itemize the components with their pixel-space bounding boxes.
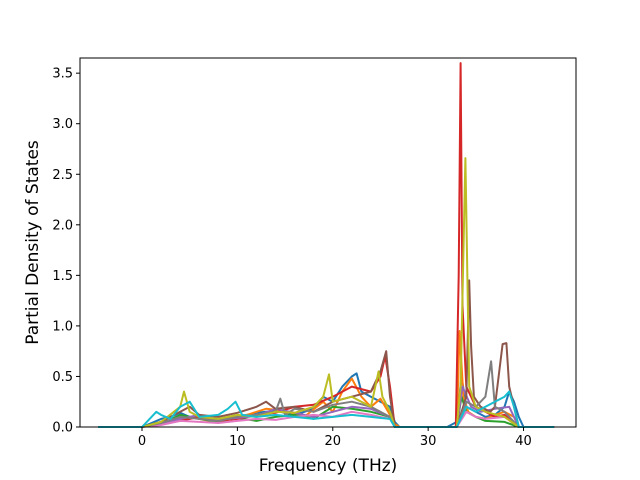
x-tick-label: 40 (515, 434, 532, 449)
y-tick-label: 1.0 (52, 319, 73, 334)
series-line-9 (98, 157, 555, 428)
y-tick-label: 3.5 (52, 67, 73, 82)
y-tick-label: 2.5 (52, 168, 73, 183)
y-tick-label: 0.5 (52, 370, 73, 385)
y-tick-label: 3.0 (52, 117, 73, 132)
x-axis: 0 10 20 30 40 (138, 427, 532, 449)
x-tick-label: 30 (420, 434, 437, 449)
y-tick-label: 2.0 (52, 218, 73, 233)
y-axis: 0.0 0.5 1.0 1.5 2.0 2.5 3.0 3.5 (52, 67, 80, 436)
x-tick-label: 10 (229, 434, 246, 449)
y-tick-label: 0.0 (52, 421, 73, 436)
series-line-8 (98, 360, 555, 428)
x-tick-label: 0 (138, 434, 146, 449)
series-line-10 (98, 390, 555, 428)
series-line-6 (98, 279, 555, 428)
x-tick-label: 20 (324, 434, 341, 449)
y-tick-label: 1.5 (52, 269, 73, 284)
x-axis-title: Frequency (THz) (259, 456, 398, 476)
series-line-4 (98, 62, 555, 428)
series-layer (98, 62, 555, 428)
y-axis-title: Partial Density of States (23, 140, 43, 345)
plot-frame (79, 57, 577, 428)
